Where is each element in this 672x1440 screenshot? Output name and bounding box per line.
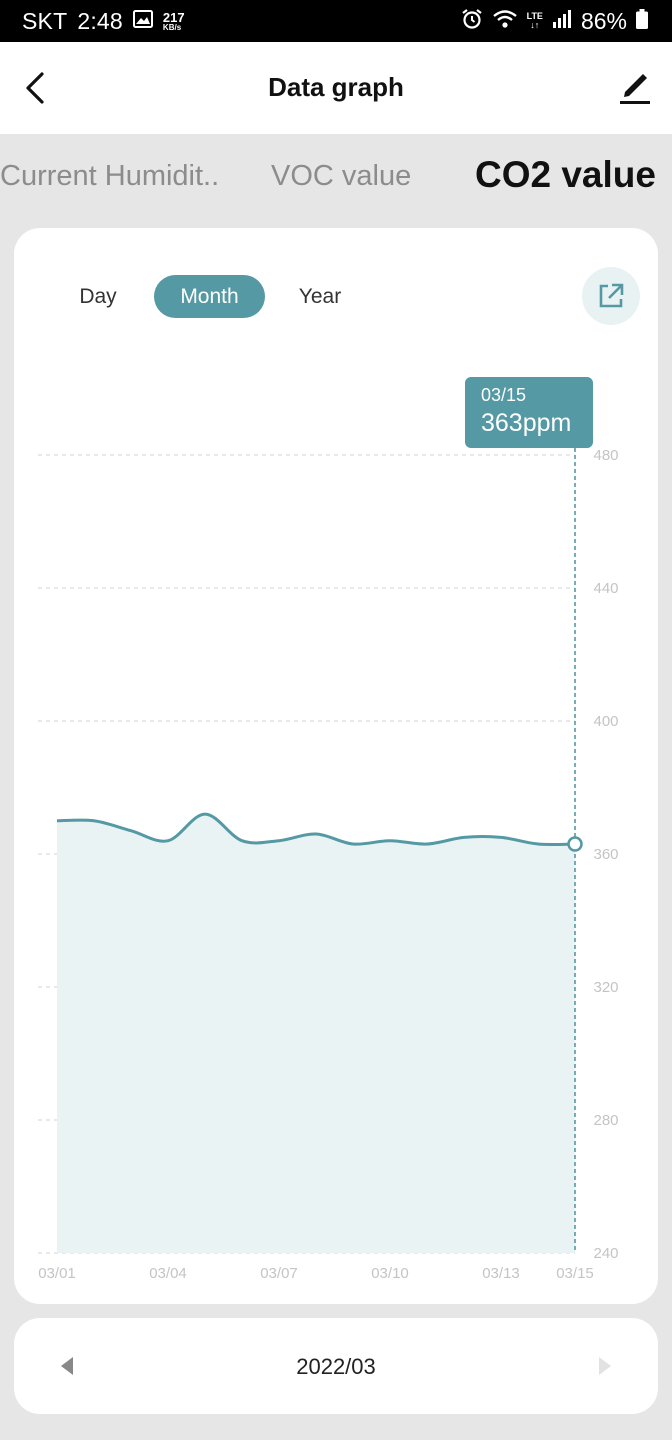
net-speed-unit: KB/s (162, 22, 182, 32)
data-point (204, 813, 207, 816)
data-point (93, 819, 96, 822)
clock: 2:48 (77, 7, 123, 34)
chevron-left-icon (26, 72, 44, 104)
triangle-right-icon (599, 1357, 611, 1375)
net-speed-value: 217 (162, 9, 185, 25)
next-month-button[interactable] (594, 1356, 614, 1376)
data-point (389, 839, 392, 842)
data-point (167, 839, 170, 842)
external-link-icon (599, 283, 624, 308)
y-tick-label: 320 (593, 979, 618, 996)
pencil-icon (620, 74, 650, 104)
highlight-point (567, 836, 583, 852)
data-point (315, 833, 318, 836)
edit-button[interactable] (616, 68, 654, 106)
y-tick-label: 280 (593, 1112, 618, 1129)
carrier-label: SKT (22, 7, 68, 34)
data-point (426, 843, 429, 846)
y-tick-label: 480 (593, 447, 618, 464)
chart-tooltip: 03/15 363ppm (465, 377, 593, 448)
x-tick-label: 03/01 (38, 1265, 76, 1282)
tooltip-value: 363ppm (481, 409, 572, 437)
data-arrows-icon: ↓↑ (530, 20, 540, 30)
alarm-icon (461, 8, 483, 35)
tab-co2-value[interactable]: CO2 value (475, 154, 656, 195)
signal-icon (552, 9, 572, 33)
data-point (537, 843, 540, 846)
status-bar: SKT 2:48 217 KB/s LTE ↓↑ 86% (0, 0, 672, 42)
page-title: Data graph (268, 72, 404, 102)
net-speed: 217 KB/s (163, 11, 185, 32)
previous-month-button[interactable] (58, 1356, 78, 1376)
data-point (241, 839, 244, 842)
battery-percent: 86% (580, 7, 627, 34)
co2-chart[interactable]: 240 280 320 360 400 440 480 03/01 03/04 03/07 03/1… (14, 228, 658, 1304)
month-navigator: 2022/03 (14, 1318, 658, 1414)
triangle-left-icon (61, 1357, 73, 1375)
image-notification-icon (132, 9, 153, 33)
battery-icon (636, 8, 648, 34)
x-tick-label: 03/07 (260, 1265, 298, 1282)
x-tick-label: 03/04 (149, 1265, 187, 1282)
data-point (130, 829, 133, 832)
tab-voc-value[interactable]: VOC value (271, 160, 412, 192)
app-header: Data graph (0, 42, 672, 134)
data-point (500, 836, 503, 839)
y-tick-label: 400 (593, 713, 618, 730)
tab-current-humidity[interactable]: Current Humidit.. (0, 160, 220, 192)
chart-card: Day Month Year 240 280 320 360 400 440 480 03/0… (14, 228, 658, 1304)
network-type-label: LTE (526, 11, 543, 21)
x-tick-label: 03/15 (556, 1265, 594, 1282)
back-button[interactable] (20, 70, 54, 106)
current-month-label: 2022/03 (296, 1354, 376, 1379)
data-point (352, 843, 355, 846)
data-point (463, 836, 466, 839)
y-tick-label: 440 (593, 580, 618, 597)
data-point (56, 819, 59, 822)
wifi-icon (492, 9, 518, 34)
network-type: LTE ↓↑ (527, 12, 543, 30)
period-year-button[interactable]: Year (298, 285, 342, 308)
status-left: SKT 2:48 217 KB/s (22, 0, 185, 42)
share-button[interactable] (582, 267, 640, 325)
x-tick-label: 03/13 (482, 1265, 520, 1282)
period-day-button[interactable]: Day (79, 285, 117, 308)
x-tick-label: 03/10 (371, 1265, 409, 1282)
y-tick-label: 360 (593, 846, 618, 863)
status-right: LTE ↓↑ 86% (461, 0, 648, 42)
tooltip-date: 03/15 (481, 385, 527, 405)
period-month-button[interactable]: Month (154, 275, 265, 318)
series-area (57, 814, 575, 1253)
data-point (278, 839, 281, 842)
series-line (56, 812, 576, 847)
y-tick-label: 240 (593, 1245, 618, 1262)
